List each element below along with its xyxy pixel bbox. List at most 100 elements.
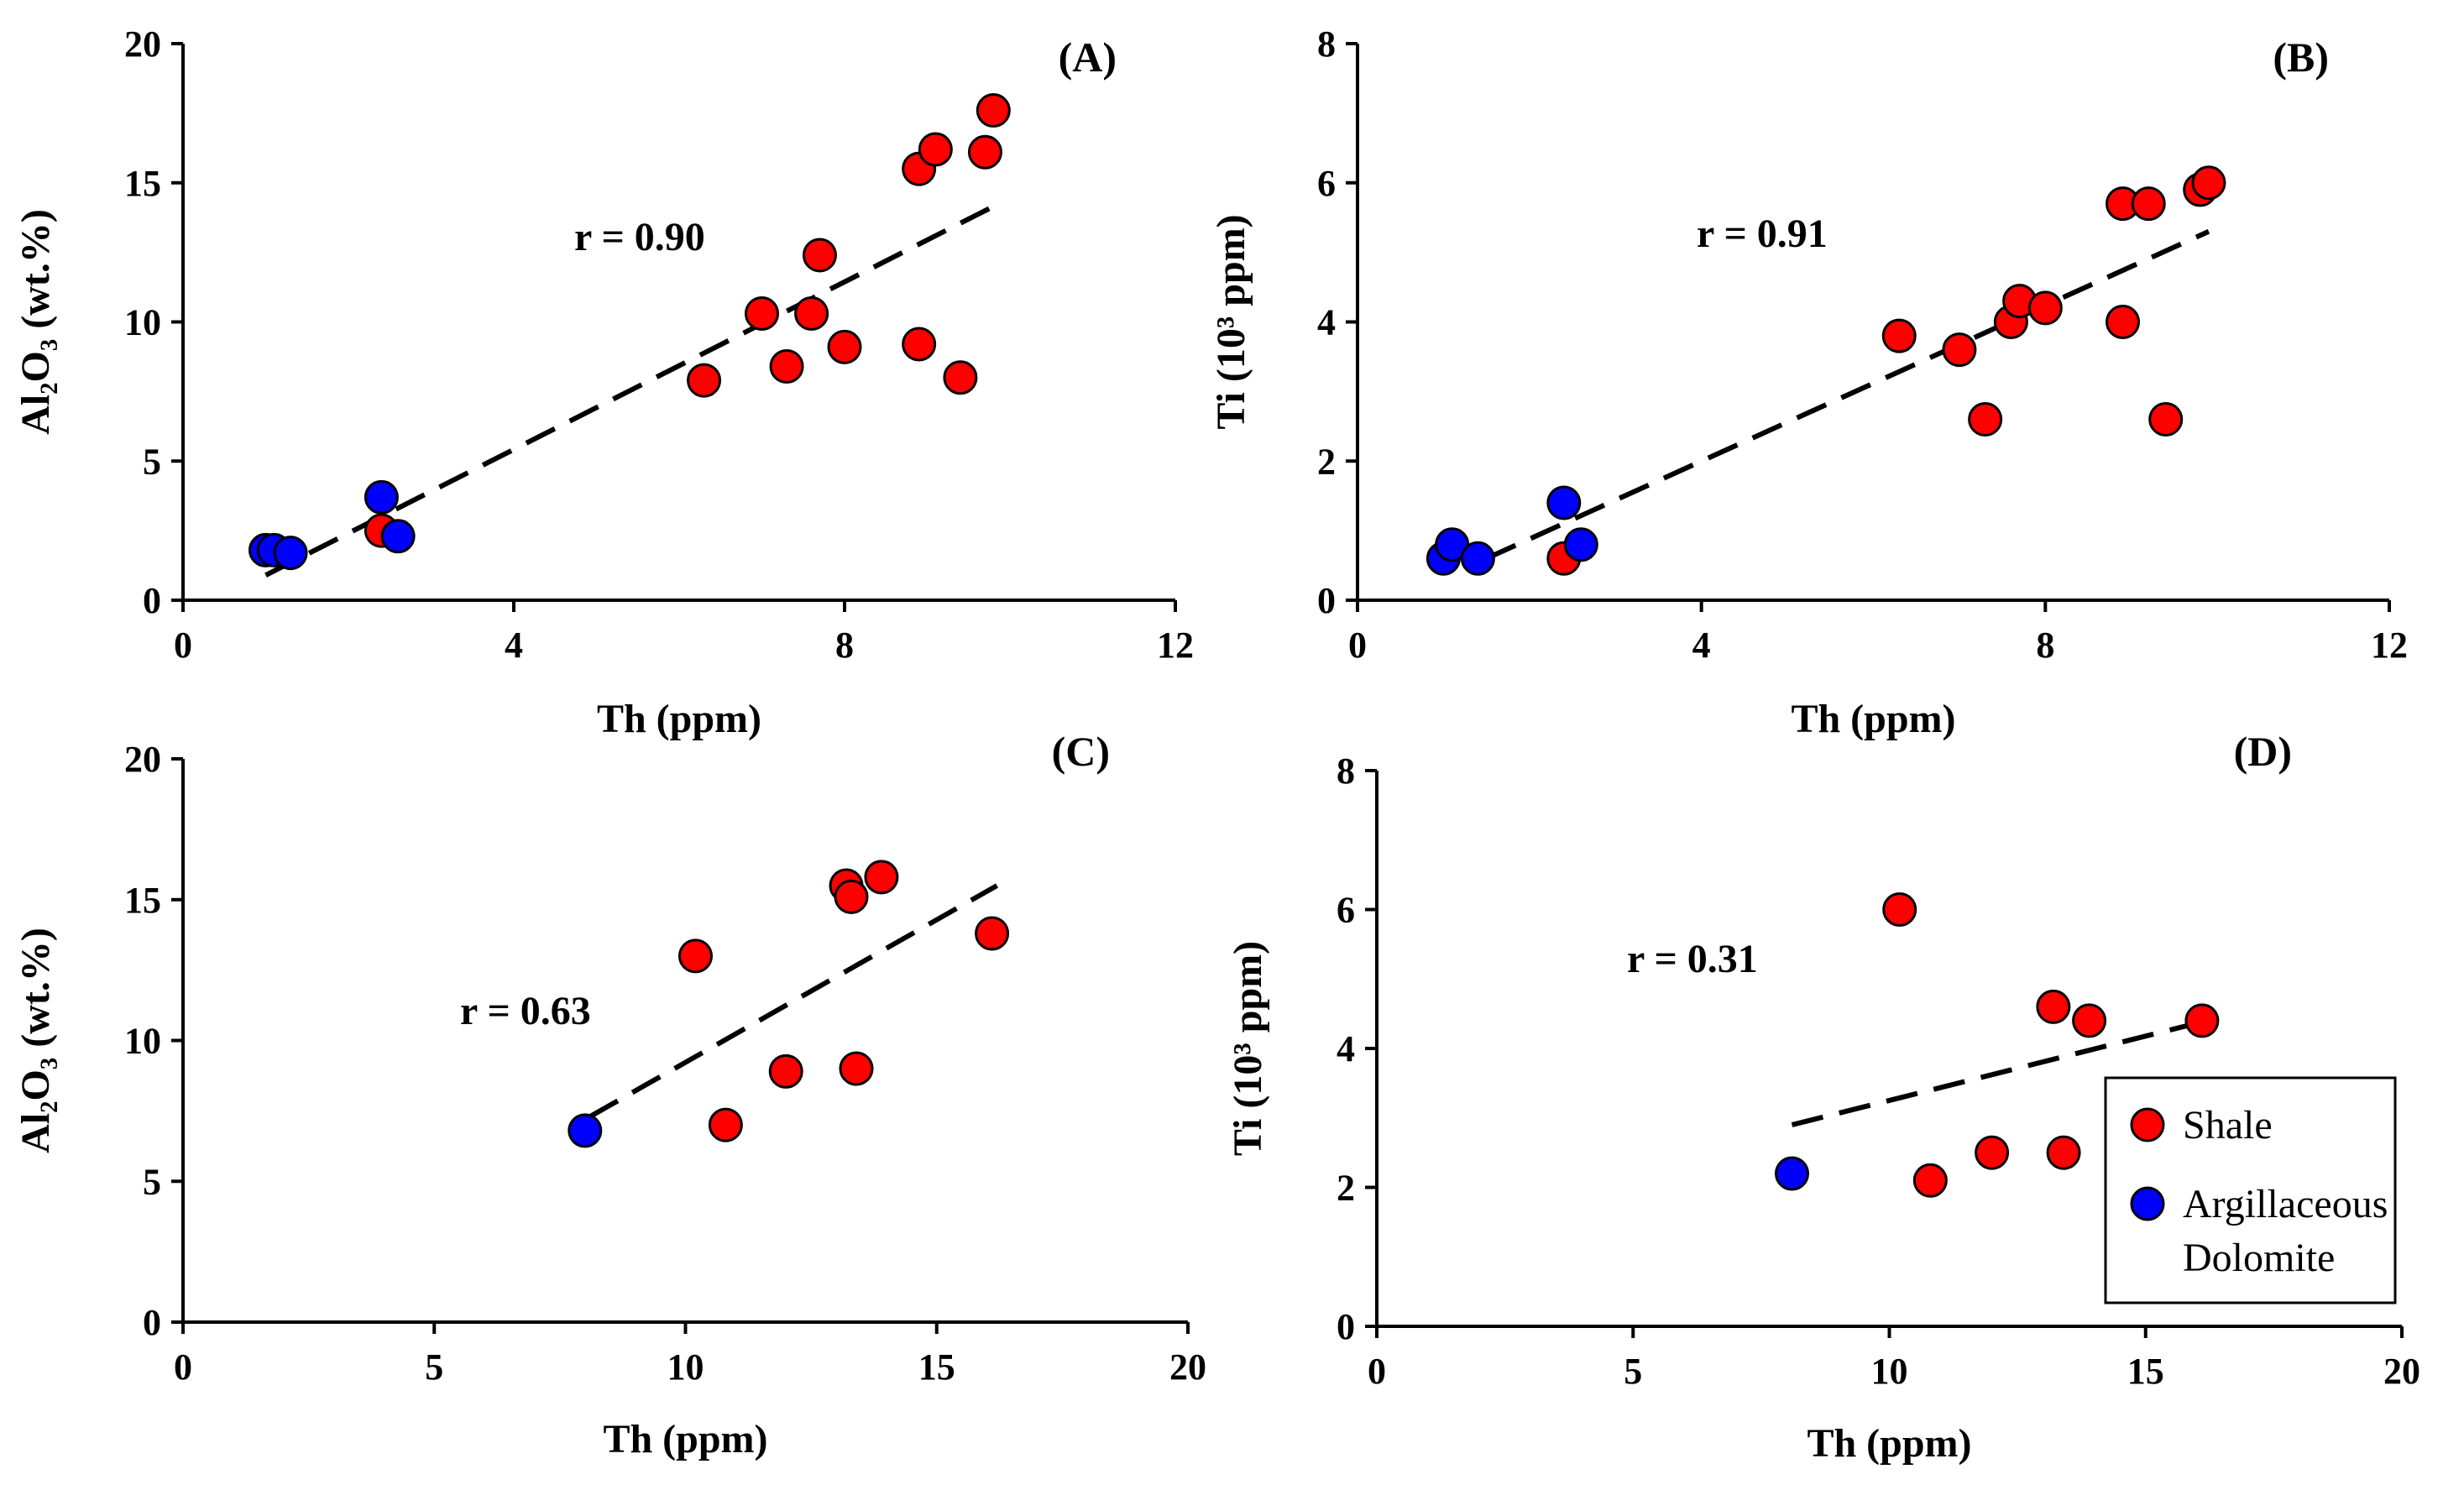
trend-line — [589, 883, 999, 1119]
y-tick-label: 4 — [1317, 302, 1336, 343]
data-point-dolomite — [1546, 485, 1582, 520]
y-axis-label: Al₂O₃ (wt.%) — [13, 928, 58, 1153]
data-point-shale — [2027, 290, 2063, 326]
x-tick-label: 12 — [2371, 625, 2408, 666]
x-tick-label: 0 — [1368, 1351, 1386, 1392]
correlation-label: r = 0.90 — [574, 215, 705, 259]
data-point-shale — [902, 327, 937, 362]
data-point-shale — [768, 1053, 803, 1089]
data-point-shale — [1912, 1163, 1948, 1198]
data-point-shale — [2148, 402, 2184, 437]
panel-label: (D) — [2234, 728, 2292, 775]
x-axis-label: Th (ppm) — [597, 697, 761, 741]
x-tick-label: 20 — [2383, 1351, 2420, 1392]
data-point-dolomite — [273, 536, 308, 571]
correlation-label: r = 0.91 — [1697, 212, 1828, 256]
legend-label-shale: Shale — [2183, 1103, 2273, 1148]
panel-C: 0 5 10 15 20 0 5 10 15 20 Th (ppm) Al₂O₃ (wt.%) (C) r… — [13, 728, 1206, 1461]
x-axis-label: Th (ppm) — [603, 1417, 767, 1461]
data-point-shale — [802, 238, 837, 273]
data-point-dolomite — [1563, 527, 1598, 562]
y-tick-label: 2 — [1337, 1168, 1355, 1209]
data-point-shale — [745, 296, 779, 332]
panel-label: (C) — [1052, 728, 1110, 775]
trend-line — [264, 200, 1003, 578]
y-tick-label: 15 — [124, 880, 161, 921]
data-point-shale — [918, 132, 953, 167]
x-tick-label: 4 — [1692, 625, 1711, 666]
x-axis-label: Th (ppm) — [1807, 1421, 1971, 1466]
data-point-shale — [839, 1051, 874, 1086]
x-tick-label: 10 — [667, 1346, 704, 1388]
data-point-shale — [1975, 1135, 2010, 1170]
y-axis-label: Ti (10³ ppm) — [1226, 941, 1270, 1156]
x-tick-label: 4 — [505, 625, 523, 666]
legend-label-dolomite: Argillaceous — [2183, 1182, 2388, 1226]
x-tick-label: 5 — [1624, 1351, 1642, 1392]
legend: Shale Argillaceous Dolomite — [2104, 1076, 2397, 1304]
y-tick-label: 0 — [1337, 1306, 1355, 1347]
y-tick-label: 20 — [124, 24, 161, 65]
y-tick-label: 8 — [1317, 24, 1336, 65]
data-point-dolomite — [1775, 1156, 1810, 1191]
x-tick-label: 0 — [174, 1346, 192, 1388]
data-point-shale — [1881, 318, 1917, 353]
correlation-label: r = 0.63 — [460, 989, 591, 1033]
x-tick-label: 0 — [1348, 625, 1367, 666]
x-tick-label: 5 — [425, 1346, 443, 1388]
panel-B: 0 2 4 6 8 0 4 8 12 Th (ppm) Ti (10³ ppm) (B) r = 0.9… — [1209, 24, 2408, 741]
legend-marker-dolomite — [2130, 1186, 2165, 1221]
data-point-shale — [967, 134, 1002, 170]
y-axis-label: Al₂O₃ (wt.%) — [13, 209, 58, 435]
y-tick-label: 10 — [124, 1021, 161, 1062]
x-tick-label: 15 — [2127, 1351, 2164, 1392]
y-tick-label: 2 — [1317, 441, 1336, 482]
y-tick-label: 6 — [1337, 890, 1355, 931]
data-point-shale — [864, 860, 899, 895]
y-tick-label: 0 — [143, 1302, 161, 1343]
data-point-shale — [2184, 1003, 2220, 1038]
data-point-shale — [769, 349, 804, 384]
data-point-shale — [943, 360, 978, 395]
y-tick-label: 20 — [124, 739, 161, 780]
x-tick-label: 10 — [1871, 1351, 1908, 1392]
data-point-shale — [708, 1107, 743, 1142]
legend-label-dolomite: Dolomite — [2183, 1236, 2335, 1280]
data-point-shale — [976, 93, 1011, 128]
data-point-shale — [834, 879, 869, 914]
y-tick-label: 6 — [1317, 163, 1336, 204]
x-tick-label: 15 — [918, 1346, 955, 1388]
data-point-shale — [1968, 402, 2003, 437]
panel-label: (B) — [2273, 34, 2329, 81]
y-tick-label: 4 — [1337, 1028, 1355, 1069]
y-tick-label: 8 — [1337, 750, 1355, 792]
data-point-shale — [827, 329, 862, 364]
y-tick-label: 15 — [124, 163, 161, 204]
data-point-shale — [687, 363, 722, 398]
y-tick-label: 0 — [1317, 580, 1336, 621]
correlation-label: r = 0.31 — [1627, 937, 1758, 981]
trend-line — [1791, 1017, 2208, 1127]
x-tick-label: 8 — [2036, 625, 2054, 666]
panel-A: 0 5 10 15 20 0 4 8 12 Th (ppm) Al₂O₃ (wt.%) (A) r = … — [13, 24, 1194, 741]
legend-marker-shale — [2130, 1107, 2165, 1142]
data-point-shale — [975, 916, 1010, 951]
y-axis-label: Ti (10³ ppm) — [1209, 214, 1253, 429]
y-tick-label: 10 — [124, 302, 161, 343]
panel-label: (A) — [1059, 34, 1117, 81]
y-tick-label: 5 — [143, 1161, 161, 1202]
data-point-shale — [2036, 989, 2071, 1024]
data-point-shale — [2106, 305, 2141, 339]
x-tick-label: 20 — [1169, 1346, 1206, 1388]
x-axis-label: Th (ppm) — [1791, 697, 1955, 741]
data-point-shale — [2046, 1135, 2081, 1170]
x-tick-label: 0 — [174, 625, 192, 666]
data-point-shale — [1942, 332, 1977, 368]
data-point-dolomite — [1460, 541, 1495, 576]
data-point-shale — [1882, 892, 1917, 927]
panel-D: 0 2 4 6 8 0 5 10 15 20 Th (ppm) Ti (10³ ppm) (D) r = … — [1226, 728, 2420, 1466]
data-point-shale — [677, 938, 713, 974]
trend-line — [1485, 229, 2210, 562]
y-tick-label: 0 — [143, 580, 161, 621]
